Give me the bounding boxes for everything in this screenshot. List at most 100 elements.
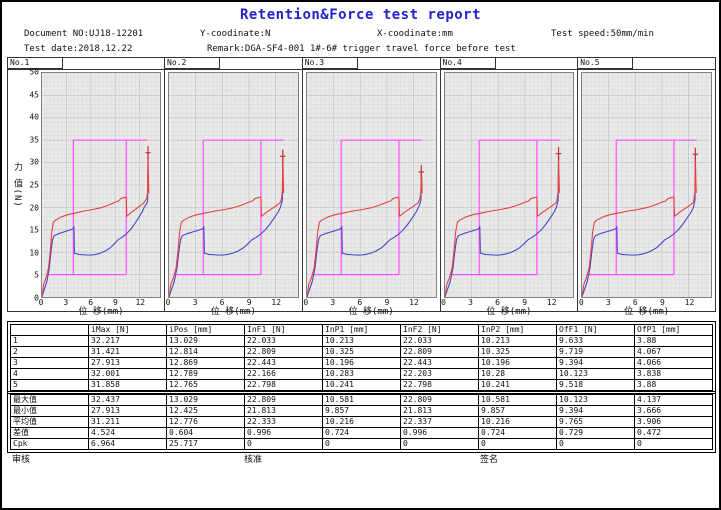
force-displacement-plot <box>169 73 298 297</box>
table-cell: 0 <box>400 438 479 450</box>
chart-panel-header: No.5 <box>577 57 715 70</box>
chart-panel-header: No.1 <box>7 57 164 70</box>
x-axis-title: 位 移(mm) <box>624 307 670 317</box>
table-cell: 0 <box>322 438 401 450</box>
chart-panel-header: No.3 <box>301 57 440 70</box>
table-cell: 4.067 <box>634 346 713 358</box>
table-cell: 22.809 <box>400 394 479 406</box>
x-tick-label: 6 <box>357 298 363 307</box>
table-cell: 2 <box>10 346 89 358</box>
remark: Remark:DGA-SF4-001 1#-6# trigger travel … <box>207 44 516 54</box>
table-cell: 4.066 <box>634 357 713 369</box>
x-tick-label: 3 <box>605 298 611 307</box>
table-cell: 22.798 <box>244 379 323 391</box>
chart-panel-header: No.2 <box>164 57 302 70</box>
column-header: OfP1 [mm] <box>634 324 713 336</box>
table-cell: 0.996 <box>244 427 323 439</box>
table-row: iMax [N] iPos [mm] InF1 [N] InP1 [mm] InF2 [… <box>10 324 713 336</box>
x-tick-label: 3 <box>468 298 473 307</box>
x-tick-label: 12 <box>684 298 695 307</box>
column-header: iPos [mm] <box>166 324 245 336</box>
table-cell: 13.029 <box>166 335 245 347</box>
x-tick-label: 6 <box>219 298 225 307</box>
y-axis: 力 值(N) 0 5 10 15 20 25 30 35 40 45 50 <box>11 68 41 303</box>
x-axis-title: 位 移(mm) <box>78 307 124 317</box>
results-table: iMax [N] iPos [mm] InF1 [N] InP1 [mm] InF2 [… <box>7 321 716 394</box>
x-tick-label: 9 <box>522 298 528 307</box>
table-cell: 0.724 <box>478 427 557 439</box>
table-cell: 0.604 <box>166 427 245 439</box>
table-row: 5 31.858 12.765 22.798 10.241 22.798 10.241 9.5… <box>10 379 713 391</box>
table-cell: 0.472 <box>634 427 713 439</box>
table-cell: 0 <box>478 438 557 450</box>
x-tick-label: 6 <box>495 298 501 307</box>
table-cell: 25.717 <box>166 438 245 450</box>
table-cell: 9.719 <box>556 346 635 358</box>
table-cell: 10.213 <box>478 335 557 347</box>
review-label: 审核 <box>12 455 31 465</box>
table-cell: 21.813 <box>244 405 323 417</box>
chart-panel-5: No.5 0 3 6 9 12 位 移(mm) <box>577 57 716 317</box>
table-cell: 9.765 <box>556 416 635 428</box>
table-cell: 10.325 <box>478 346 557 358</box>
chart-panel-2: No.2 0 3 6 9 12 位 移(mm) <box>164 57 303 317</box>
table-cell: 27.913 <box>88 405 167 417</box>
chart-panel-body: 0 3 6 9 12 位 移(mm) <box>441 70 578 318</box>
x-axis-ticks: 0 3 6 9 12 <box>39 298 161 307</box>
approve-label: 核准 <box>244 455 263 465</box>
column-header: iMax [N] <box>88 324 167 336</box>
table-row: 最大值 32.437 13.029 22.809 10.581 22.809 10.581 1… <box>10 394 713 406</box>
column-header: InP2 [mm] <box>478 324 557 336</box>
table-cell: 22.203 <box>400 368 479 380</box>
plot-area <box>305 72 437 298</box>
plot-column: 0 3 6 9 12 位 移(mm) <box>166 72 299 318</box>
table-cell: 12.425 <box>166 405 245 417</box>
x-axis-title: 位 移(mm) <box>210 307 256 317</box>
column-header: OfF1 [N] <box>556 324 635 336</box>
y-coordinate: Y-coodinate:N <box>200 29 271 39</box>
table-cell: 3 <box>10 357 89 369</box>
table-row: 平均值 31.211 12.776 22.333 10.216 22.337 10.216 9… <box>10 416 713 428</box>
table-cell: 9.518 <box>556 379 635 391</box>
x-tick-label: 12 <box>271 298 282 307</box>
plot-column: 0 3 6 9 12 位 移(mm) <box>303 72 437 318</box>
x-axis-ticks: 0 3 6 9 12 <box>166 298 299 307</box>
table-cell: 最小值 <box>10 405 89 417</box>
table-cell: Cpk <box>10 438 89 450</box>
table-cell: 22.809 <box>400 346 479 358</box>
plot-area <box>41 72 161 298</box>
table-cell: 31.421 <box>88 346 167 358</box>
plot-column: 0 3 6 9 12 位 移(mm) <box>441 72 575 318</box>
table-cell: 12.869 <box>166 357 245 369</box>
x-axis-ticks: 0 3 6 9 12 <box>303 298 437 307</box>
table-row: 差值 4.524 0.604 0.996 0.724 0.996 0.724 0.729 0.4… <box>10 427 713 439</box>
y-tick-label: 25 <box>29 180 39 190</box>
table-cell: 21.813 <box>400 405 479 417</box>
y-tick-label: 45 <box>29 90 39 100</box>
table-cell: 5 <box>10 379 89 391</box>
x-tick-label: 12 <box>135 298 146 307</box>
table-cell: 4.137 <box>634 394 713 406</box>
y-tick-label: 10 <box>29 248 39 258</box>
table-cell: 10.123 <box>556 368 635 380</box>
table-cell: 0 <box>556 438 635 450</box>
table-cell: 31.211 <box>88 416 167 428</box>
plot-area <box>168 72 299 298</box>
table-cell: 12.765 <box>166 379 245 391</box>
chart-panel-body: 0 3 6 9 12 位 移(mm) <box>578 70 715 318</box>
x-tick-label: 6 <box>88 298 94 307</box>
table-cell: 12.789 <box>166 368 245 380</box>
chart-number-label: No.5 <box>577 57 634 69</box>
charts-strip: No.1 力 值(N) 0 5 10 15 20 25 30 35 40 45 50 0 3 6 9 12 … <box>7 57 716 317</box>
table-cell: 1 <box>10 335 89 347</box>
table-cell: 22.809 <box>244 394 323 406</box>
chart-number-label: No.4 <box>439 57 496 69</box>
x-tick-label: 0 <box>441 298 446 307</box>
table-cell: 9.857 <box>322 405 401 417</box>
page-title: Retention&Force test report <box>239 7 482 23</box>
plot-column: 0 3 6 9 12 位 移(mm) <box>579 72 712 318</box>
plot-area <box>581 72 712 298</box>
x-tick-label: 9 <box>113 298 118 307</box>
stats-table: 最大值 32.437 13.029 22.809 10.581 22.809 10.581 1… <box>7 391 716 453</box>
